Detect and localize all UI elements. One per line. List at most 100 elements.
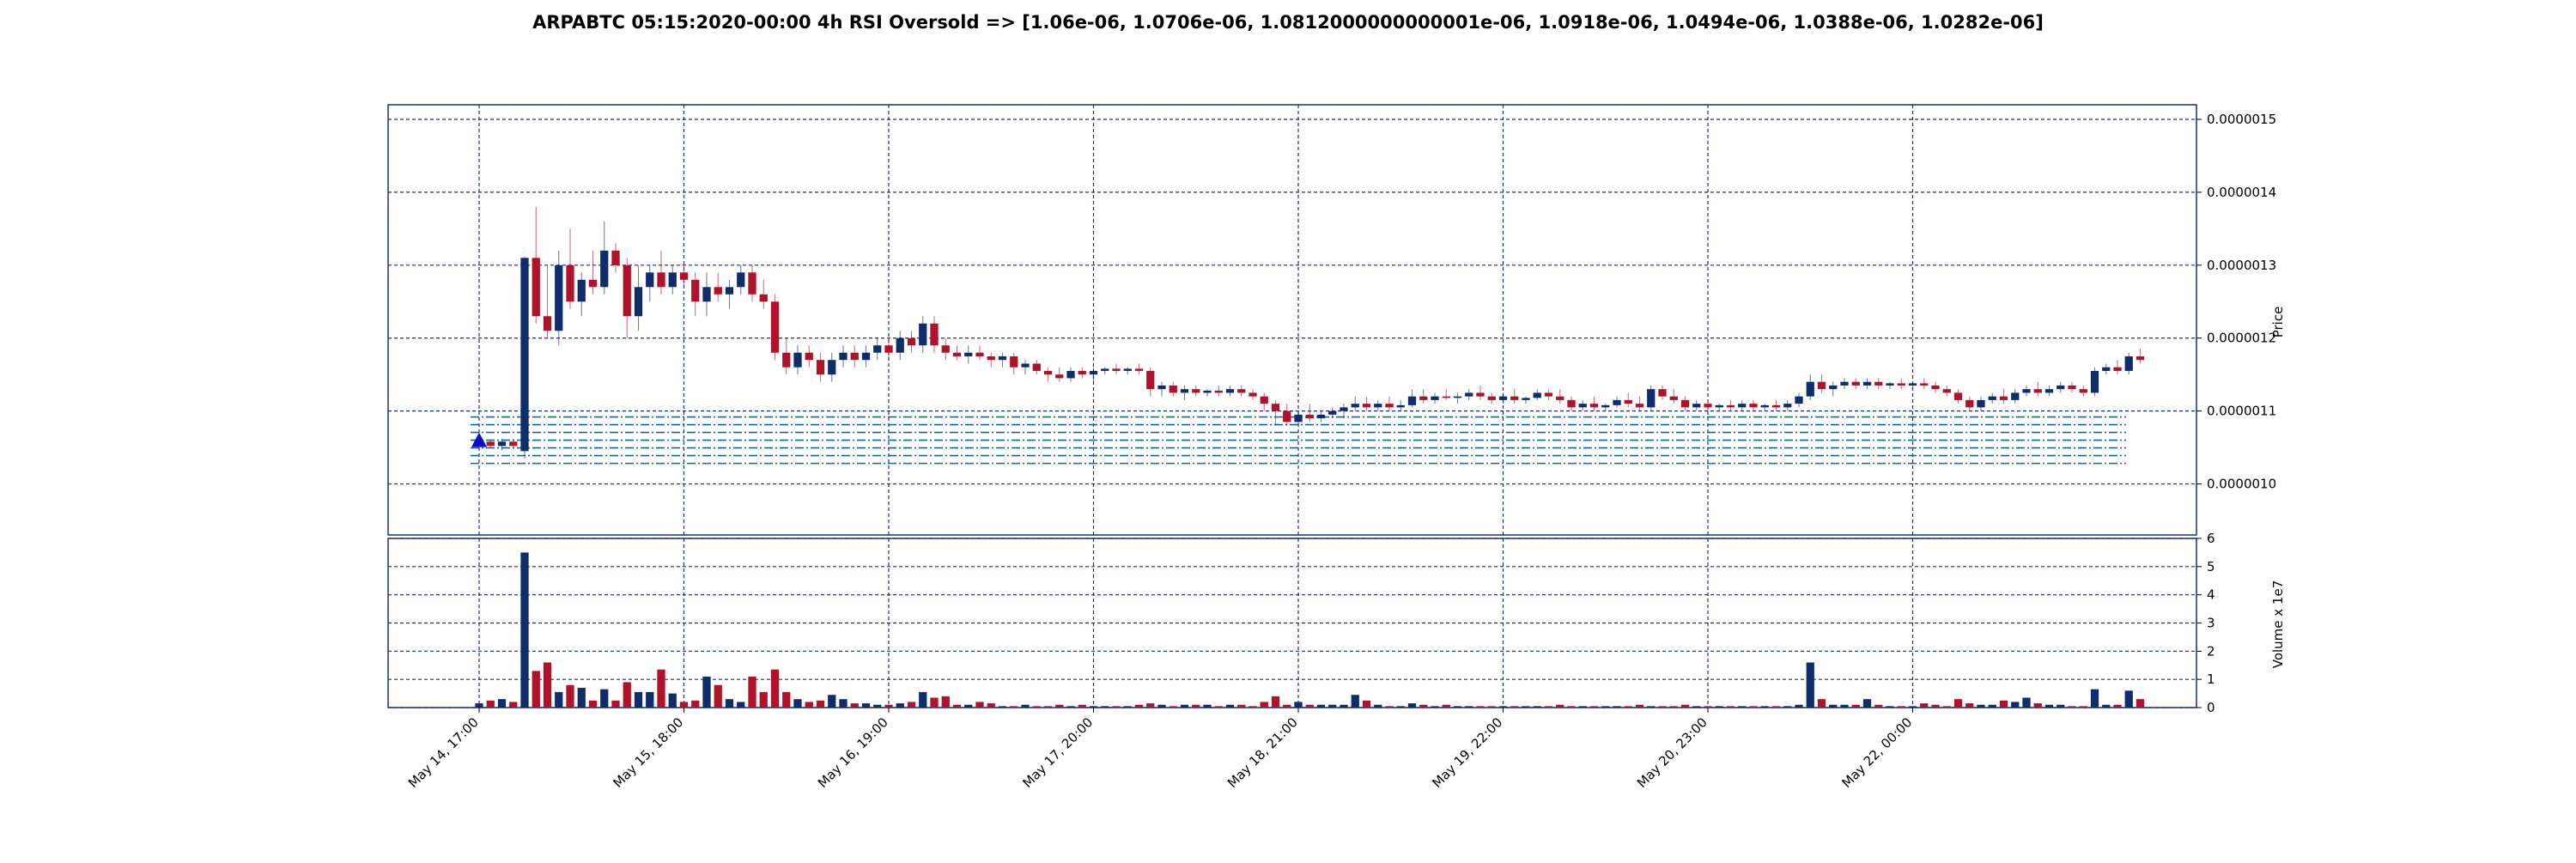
candle-body: [577, 279, 586, 302]
candle-body: [1316, 414, 1326, 419]
candle-body: [702, 287, 711, 302]
candle-body: [1419, 396, 1428, 400]
volume-bar: [1522, 706, 1530, 708]
volume-bar: [1192, 704, 1200, 708]
volume-bar: [896, 703, 904, 708]
candle-body: [611, 250, 620, 265]
price-tick-label: 0.0000010: [2207, 477, 2276, 492]
volume-bar: [1465, 706, 1473, 708]
volume-bar: [952, 704, 962, 708]
volume-bar: [1043, 706, 1053, 708]
volume-bar: [828, 695, 836, 708]
candle-body: [1249, 392, 1257, 397]
candle-body: [646, 272, 654, 288]
price-tick-label: 0.0000015: [2207, 112, 2276, 127]
candle-body: [1305, 414, 1314, 419]
volume-bar: [816, 700, 825, 708]
volume-bar: [1225, 704, 1235, 708]
volume-bar: [1692, 706, 1701, 708]
volume-bar: [1897, 706, 1905, 708]
candle-body: [1533, 392, 1541, 398]
volume-bar: [1453, 706, 1462, 708]
volume-bar: [964, 704, 973, 708]
candle-body: [850, 352, 859, 361]
volume-bar: [748, 676, 756, 708]
volume-bar: [1032, 706, 1041, 708]
volume-bar: [657, 669, 665, 708]
candle-body: [1647, 389, 1656, 408]
candle-body: [1851, 381, 1860, 386]
volume-bar: [1874, 704, 1883, 708]
volume-bar: [1351, 695, 1359, 708]
candle-body: [1715, 404, 1723, 408]
chart-title: ARPABTC 05:15:2020-00:00 4h RSI Oversold…: [532, 12, 2044, 33]
candle-body: [987, 356, 995, 361]
volume-bar: [1544, 706, 1553, 708]
volume-bar: [2079, 706, 2087, 708]
candle-body: [1988, 396, 1996, 400]
volume-bar: [634, 691, 643, 708]
candle-body: [2079, 389, 2087, 393]
volume-bar: [873, 704, 882, 708]
volume-bar: [1920, 703, 1929, 708]
candle-body: [2090, 370, 2099, 393]
volume-bar: [714, 684, 722, 708]
candle-body: [2011, 392, 2020, 400]
volume-bar: [1498, 706, 1508, 708]
volume-bar: [1715, 706, 1723, 708]
volume-bar: [1704, 706, 1712, 708]
candle-body: [919, 323, 927, 346]
candle-body: [1021, 363, 1030, 368]
candle-body: [941, 345, 950, 353]
candle-body: [1123, 368, 1132, 371]
candle-body: [1385, 404, 1394, 408]
candle-body: [509, 441, 518, 447]
candle-body: [1283, 410, 1291, 422]
volume-bar: [1146, 703, 1155, 708]
volume-bar: [2102, 704, 2111, 708]
volume-bar: [1851, 704, 1860, 708]
candle-body: [1783, 404, 1792, 408]
candle-body: [2057, 385, 2065, 390]
candle-body: [1351, 404, 1359, 408]
volume-bar: [623, 682, 631, 708]
candle-body: [691, 279, 700, 302]
candle-body: [1442, 396, 1450, 398]
candle-body: [1055, 374, 1064, 379]
candle-body: [805, 352, 813, 361]
candle-body: [1897, 383, 1905, 386]
candle-body: [1271, 404, 1280, 411]
candle-body: [1010, 356, 1018, 368]
volume-bar: [1294, 702, 1303, 708]
candle-body: [1043, 370, 1053, 375]
candle-body: [2044, 389, 2054, 393]
volume-bar: [1942, 706, 1951, 708]
volume-bar: [1374, 704, 1382, 708]
signal-triangle-icon: [471, 432, 487, 447]
volume-bar: [1886, 706, 1894, 708]
candle-body: [1704, 404, 1712, 408]
volume-bar: [725, 699, 734, 708]
candle-body: [2033, 389, 2042, 393]
candle-body: [2068, 385, 2076, 390]
volume-bar: [1669, 706, 1678, 708]
candle-body: [861, 352, 871, 361]
volume-bar: [1613, 706, 1621, 708]
volume-bar: [1749, 706, 1758, 708]
volume-bar: [1510, 706, 1519, 708]
candle-body: [1680, 399, 1690, 408]
candle-body: [1613, 399, 1621, 405]
volume-bar: [1567, 706, 1576, 708]
volume-bar: [1305, 704, 1314, 708]
volume-axis-label: Volume x 1e7: [2270, 580, 2286, 669]
volume-bar: [941, 696, 950, 708]
volume-bar: [543, 662, 552, 708]
volume-bar: [475, 703, 483, 708]
volume-bar: [1078, 704, 1086, 708]
volume-bar: [1419, 704, 1428, 708]
volume-bar: [1283, 704, 1291, 708]
volume-bar: [782, 691, 791, 708]
volume-bar: [919, 691, 927, 708]
candle-body: [1453, 396, 1462, 398]
candle-body: [1112, 368, 1121, 371]
